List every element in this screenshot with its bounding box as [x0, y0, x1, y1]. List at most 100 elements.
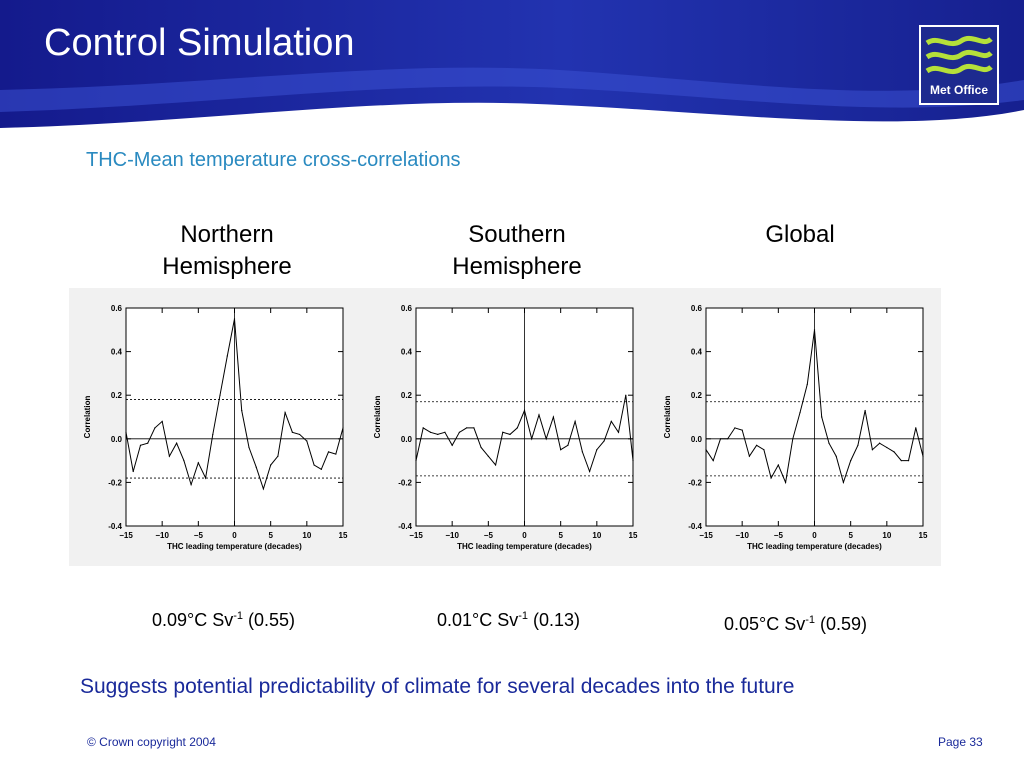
data-point: [233, 318, 236, 320]
data-point: [466, 427, 468, 429]
stat-value: 0.09°C Sv: [152, 610, 234, 630]
data-point: [922, 455, 924, 457]
data-point: [502, 431, 504, 433]
data-point: [589, 470, 591, 473]
x-tick-label: 15: [629, 531, 638, 540]
x-tick-label: 5: [848, 531, 853, 540]
x-tick-label: −15: [409, 531, 423, 540]
data-point: [574, 420, 576, 422]
data-point: [284, 412, 286, 414]
y-tick-label: -0.2: [688, 478, 702, 487]
data-point: [335, 453, 337, 455]
x-tick-label: 15: [919, 531, 928, 540]
x-tick-label: −10: [735, 531, 749, 540]
data-point: [538, 414, 540, 416]
y-tick-label: -0.4: [688, 522, 702, 531]
data-point: [756, 444, 758, 446]
data-point: [806, 383, 808, 385]
data-point: [509, 433, 511, 436]
data-point: [487, 455, 489, 457]
data-point: [270, 464, 272, 466]
footer-copyright: © Crown copyright 2004: [87, 735, 216, 749]
x-axis-label: THC leading temperature (decades): [747, 542, 882, 551]
data-point: [784, 481, 787, 483]
stat-southern: 0.01°C Sv-1 (0.13): [437, 610, 580, 631]
met-office-logo: Met Office: [919, 25, 999, 105]
data-point: [886, 446, 888, 449]
y-tick-label: -0.2: [398, 478, 412, 487]
data-point: [879, 442, 881, 444]
data-point: [342, 427, 344, 429]
stat-correlation: (0.59): [815, 614, 868, 634]
data-point: [734, 427, 736, 429]
x-tick-label: −15: [119, 531, 133, 540]
column-title-line2: Hemisphere: [162, 253, 292, 280]
data-point: [871, 449, 873, 451]
column-title-line1: Global: [765, 221, 835, 248]
data-point: [139, 444, 142, 446]
data-point: [516, 427, 518, 429]
y-tick-label: 0.4: [111, 348, 123, 357]
x-tick-label: 10: [302, 531, 311, 540]
data-point: [204, 477, 207, 479]
data-point: [835, 455, 837, 457]
data-point: [327, 451, 330, 453]
data-point: [255, 466, 257, 468]
data-point: [429, 431, 432, 433]
x-tick-label: 5: [558, 531, 563, 540]
column-title-line2: Hemisphere: [452, 253, 582, 280]
data-point: [212, 433, 214, 436]
header-banner: Control Simulation Met Office: [0, 0, 1024, 135]
data-point: [828, 442, 830, 444]
y-tick-label: -0.4: [108, 522, 122, 531]
data-point: [161, 420, 163, 422]
data-point: [480, 446, 482, 449]
data-point: [813, 329, 816, 331]
data-point: [277, 455, 279, 457]
data-point: [842, 481, 845, 483]
data-point: [777, 464, 779, 466]
data-point: [226, 355, 228, 357]
column-title-line1: Northern: [180, 221, 274, 248]
x-tick-label: 15: [339, 531, 348, 540]
x-tick-label: −10: [155, 531, 169, 540]
y-tick-label: 0.4: [691, 348, 703, 357]
data-point: [727, 438, 729, 440]
stat-exponent: -1: [233, 610, 244, 622]
data-point: [168, 455, 170, 457]
data-point: [183, 460, 185, 462]
data-point: [610, 420, 612, 422]
x-tick-label: −5: [194, 531, 204, 540]
y-axis-label: Correlation: [83, 396, 92, 439]
stat-value: 0.05°C Sv: [724, 614, 806, 634]
stat-exponent: -1: [805, 614, 816, 626]
slide-subtitle: THC-Mean temperature cross-correlations: [86, 149, 461, 171]
data-point: [437, 433, 439, 436]
y-axis-label: Correlation: [663, 396, 672, 439]
stat-value: 0.01°C Sv: [437, 610, 519, 630]
x-tick-label: 0: [522, 531, 527, 540]
y-axis-label: Correlation: [373, 396, 382, 439]
y-tick-label: 0.2: [691, 391, 703, 400]
data-point: [596, 449, 598, 451]
x-tick-label: −15: [699, 531, 713, 540]
data-point: [617, 431, 620, 433]
stat-global: 0.05°C Sv-1 (0.59): [724, 614, 867, 635]
y-tick-label: 0.4: [401, 348, 413, 357]
y-tick-label: -0.4: [398, 522, 412, 531]
data-point: [770, 477, 772, 479]
data-point: [320, 468, 322, 470]
x-tick-label: −5: [484, 531, 494, 540]
chart-southern-hemisphere: -0.4 -0.2 0.0 0.2 0.4 0.6 −15 −10 −5 0 5 10 15 THC le…: [373, 304, 638, 551]
data-point: [422, 427, 424, 429]
data-point: [494, 464, 497, 466]
data-point: [299, 433, 301, 436]
data-point: [625, 394, 627, 396]
stat-correlation: (0.13): [528, 610, 581, 630]
data-point: [719, 438, 722, 440]
y-tick-label: 0.6: [691, 304, 703, 313]
data-point: [545, 438, 547, 440]
x-axis-label: THC leading temperature (decades): [167, 542, 302, 551]
data-point: [567, 444, 569, 446]
stat-correlation: (0.55): [243, 610, 296, 630]
